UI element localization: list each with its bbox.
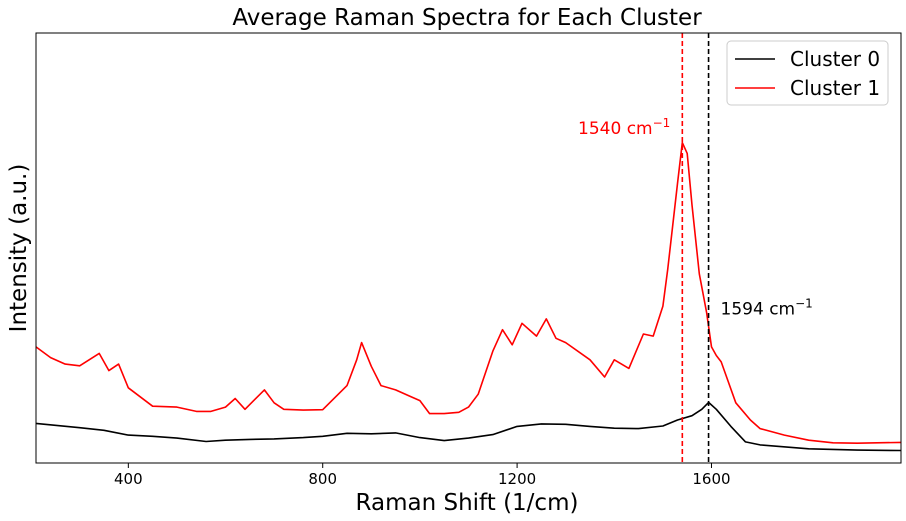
series-line-cluster-0 (35, 401, 902, 452)
legend-label-0: Cluster 0 (790, 47, 880, 71)
x-tick-label-1600: 1600 (692, 470, 730, 488)
annotation-1540: 1540 cm−1 (578, 116, 670, 139)
x-tick-label-400: 400 (114, 470, 143, 488)
legend-box (726, 40, 889, 106)
annotation-text: 1540 cm (578, 119, 653, 139)
x-axis-label: Raman Shift (1/cm) (356, 490, 579, 516)
annotation-1594: 1594 cm−1 (721, 297, 813, 320)
series-line-cluster-1 (35, 141, 902, 445)
annotation-superscript: −1 (653, 116, 671, 130)
chart-title: Average Raman Spectra for Each Cluster (232, 5, 702, 31)
annotation-superscript: −1 (795, 297, 813, 311)
y-axis-label: Intensity (a.u.) (6, 164, 32, 333)
legend: Cluster 0 Cluster 1 (726, 40, 889, 106)
x-tick-label-800: 800 (308, 470, 337, 488)
axes-frame (35, 32, 902, 464)
legend-label-1: Cluster 1 (790, 76, 880, 100)
annotation-text: 1594 cm (721, 300, 796, 320)
x-tick-label-1200: 1200 (498, 470, 536, 488)
